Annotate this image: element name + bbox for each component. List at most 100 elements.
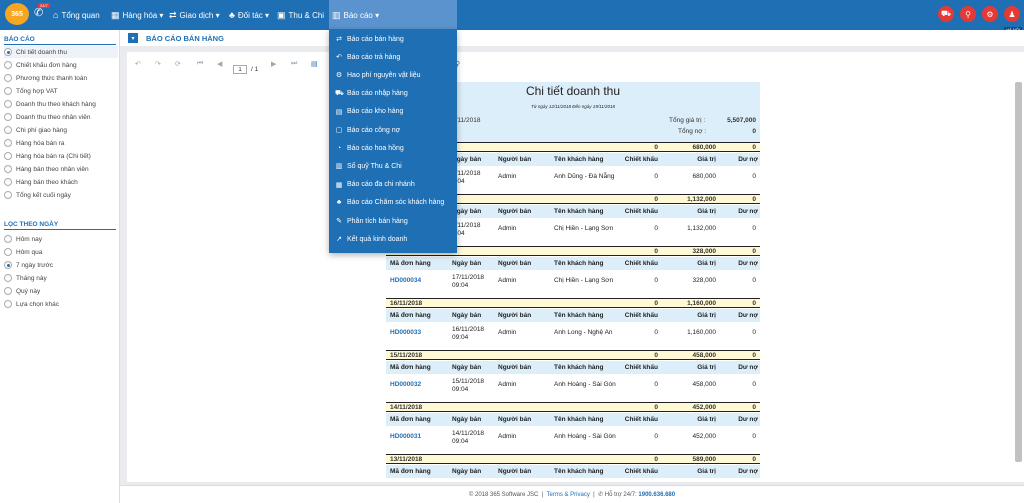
order-discount: 0	[654, 329, 658, 336]
phone-icon[interactable]: ✆	[34, 7, 44, 19]
group-value: 328,000	[692, 248, 717, 255]
sidebar-item-label: Hàng hóa bán ra (Chi tiết)	[16, 152, 91, 160]
order-debt: 0	[752, 381, 756, 388]
top-navigation-bar: 365 24/7 ✆ ⌂ Tổng quan ▦ Hàng hóa ▾ ⇄ Giao …	[0, 0, 1024, 32]
sidebar-item-label: Chi tiết doanh thu	[16, 48, 67, 56]
group-debt: 0	[752, 248, 756, 255]
nav-income-expense[interactable]: ▣ Thu & Chi	[274, 0, 327, 30]
radio-icon	[4, 165, 12, 173]
dropdown-item[interactable]: ▦ Báo cáo đa chi nhánh	[335, 176, 455, 194]
sidebar-report-item[interactable]: Chi tiết doanh thu	[4, 46, 118, 58]
sidebar-filter-item[interactable]: 7 ngày trước	[4, 259, 118, 271]
first-page-icon[interactable]: ⏮	[197, 60, 204, 67]
search-icon[interactable]: ⚲	[455, 61, 461, 68]
dropdown-item[interactable]: ▤ Báo cáo kho hàng	[335, 103, 455, 121]
location-icon[interactable]: ⚲	[960, 6, 976, 22]
sidebar-report-item[interactable]: Phương thức thanh toán	[4, 72, 118, 84]
radio-icon	[4, 287, 12, 295]
radio-icon	[4, 100, 12, 108]
group-discount: 0	[654, 248, 658, 255]
sidebar-filter-item[interactable]: Hôm qua	[4, 246, 118, 258]
dropdown-item[interactable]: ↶ Báo cáo trả hàng	[335, 48, 455, 66]
sidebar-item-label: Tổng hợp VAT	[16, 87, 58, 95]
sidebar-report-item[interactable]: Doanh thu theo nhân viên	[4, 111, 118, 123]
radio-icon	[4, 48, 12, 56]
order-discount: 0	[654, 381, 658, 388]
dropdown-item[interactable]: ◔ Báo cáo hoa hồng	[335, 139, 455, 157]
last-page-icon[interactable]: ⏭	[291, 60, 298, 67]
hotline-badge: 24/7	[38, 3, 50, 8]
dropdown-item[interactable]: ↗ Kết quả kinh doanh	[335, 230, 455, 248]
dropdown-item[interactable]: ⇄ Báo cáo bán hàng	[335, 30, 455, 48]
order-value: 680,000	[692, 173, 717, 180]
sidebar-filter-item[interactable]: Tháng này	[4, 272, 118, 284]
support-phone[interactable]: 1900.636.680	[638, 492, 676, 498]
column-header: Ngày bán	[452, 312, 482, 319]
nav-transactions[interactable]: ⇄ Giao dịch ▾	[166, 0, 223, 30]
redo-icon[interactable]: ↷	[155, 61, 161, 68]
order-value: 452,000	[692, 433, 717, 440]
order-datetime: 17/11/2018 09:04	[452, 274, 484, 290]
order-code-link[interactable]: HD000031	[390, 433, 422, 440]
column-header: Người bán	[498, 156, 532, 163]
refresh-icon[interactable]: ⟳	[175, 61, 181, 68]
dropdown-item-label: Báo cáo nhập hàng	[347, 90, 408, 98]
sidebar-item-label: Phương thức thanh toán	[16, 74, 88, 82]
page-number-input[interactable]	[233, 65, 247, 74]
sidebar-report-item[interactable]: Chi phí giao hàng	[4, 124, 118, 136]
sidebar-filter-item[interactable]: Hôm nay	[4, 233, 118, 245]
prev-page-icon[interactable]: ◀	[217, 61, 223, 68]
sidebar-report-item[interactable]: Doanh thu theo khách hàng	[4, 98, 118, 110]
cart-icon[interactable]: ⛟	[938, 6, 954, 22]
order-code-link[interactable]: HD000032	[390, 381, 422, 388]
group-date: 14/11/2018	[390, 404, 423, 411]
order-datetime: 15/11/2018 09:04	[452, 378, 484, 394]
sidebar-item-label: Doanh thu theo khách hàng	[16, 100, 96, 108]
dropdown-item[interactable]: ▥ Sổ quỹ Thu & Chi	[335, 157, 455, 175]
order-code-link[interactable]: HD000034	[390, 277, 422, 284]
dropdown-item[interactable]: ⚙ Hao phí nguyên vật liệu	[335, 66, 455, 84]
sidebar-report-item[interactable]: Hàng hóa bán ra	[4, 137, 118, 149]
dropdown-item[interactable]: ▢ Báo cáo công nợ	[335, 121, 455, 139]
nav-partners[interactable]: ♣ Đối tác ▾	[226, 0, 272, 30]
export-icon[interactable]: ▤	[311, 61, 318, 68]
sidebar-report-item[interactable]: Tổng kết cuối ngày	[4, 189, 118, 201]
nav-overview[interactable]: ⌂ Tổng quan	[50, 0, 103, 30]
column-header: Giá trị	[697, 468, 716, 475]
dropdown-item[interactable]: ♣ Báo cáo Chăm sóc khách hàng	[335, 194, 455, 212]
nav-reports[interactable]: ▥ Báo cáo ▾	[329, 0, 457, 30]
sidebar-report-item[interactable]: Chiết khấu đơn hàng	[4, 59, 118, 71]
nav-products[interactable]: ▦ Hàng hóa ▾	[108, 0, 166, 30]
terms-link[interactable]: Terms & Privacy	[546, 492, 590, 498]
scrollbar[interactable]	[1015, 82, 1022, 462]
support-label: Hỗ trợ 24/7:	[604, 492, 637, 498]
sidebar-report-item[interactable]: Hàng bán theo nhân viên	[4, 163, 118, 175]
order-code-link[interactable]: HD000033	[390, 329, 422, 336]
dropdown-item[interactable]: ⛟ Báo cáo nhập hàng	[335, 85, 455, 103]
order-discount: 0	[654, 433, 658, 440]
user-icon[interactable]: ♟	[1004, 6, 1020, 22]
order-datetime: 9/11/2018 9:04	[452, 170, 480, 186]
next-page-icon[interactable]: ▶	[271, 61, 277, 68]
gear-icon[interactable]: ⚙	[982, 6, 998, 22]
dropdown-item-icon: ⛟	[335, 90, 344, 98]
sidebar-filter-item[interactable]: Quý này	[4, 285, 118, 297]
table-row: HD000034 17/11/2018 09:04 Admin Chị Hiền - L…	[386, 270, 760, 298]
toggle-sidebar-icon[interactable]: ▾	[128, 33, 138, 43]
report-title: Chi tiết doanh thu	[525, 84, 621, 98]
group-date: 16/11/2018	[390, 300, 423, 307]
sidebar-report-item[interactable]: Hàng hóa bán ra (Chi tiết)	[4, 150, 118, 162]
sidebar-report-item[interactable]: Tổng hợp VAT	[4, 85, 118, 97]
dropdown-item-label: Phân tích bán hàng	[347, 217, 408, 225]
column-header: Chiết khấu	[624, 364, 658, 371]
undo-icon[interactable]: ↶	[135, 61, 141, 68]
sidebar-item-label: Chiết khấu đơn hàng	[16, 61, 77, 69]
order-date: 9/11/2018	[452, 170, 481, 177]
app-logo[interactable]: 365	[5, 3, 29, 25]
sidebar-filter-item[interactable]: Lựa chọn khác	[4, 298, 118, 310]
group-discount: 0	[654, 300, 658, 307]
sidebar-report-item[interactable]: Hàng bán theo khách	[4, 176, 118, 188]
table-header-row: Mã đơn hàng Ngày bán Người bán Tên khách hà…	[386, 257, 760, 270]
dropdown-item[interactable]: ✎ Phân tích bán hàng	[335, 212, 455, 230]
group-discount: 0	[654, 404, 658, 411]
